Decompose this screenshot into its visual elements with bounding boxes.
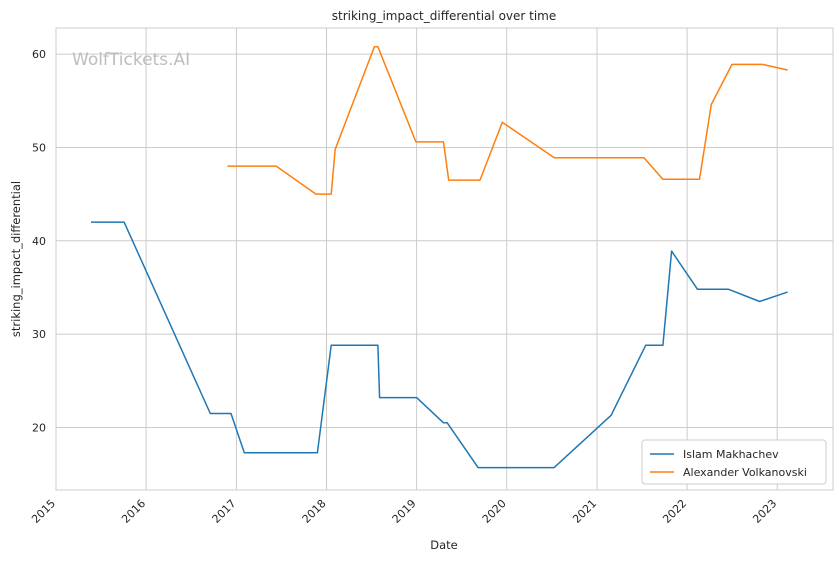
legend: Islam Makhachev Alexander Volkanovski [641, 439, 827, 485]
y-tick-label: 20 [32, 421, 46, 434]
y-axis-label: striking_impact_differential [9, 181, 23, 337]
y-tick-label: 50 [32, 141, 46, 154]
plot-area [55, 27, 834, 491]
legend-box [641, 439, 827, 485]
x-axis-label: Date [430, 538, 458, 552]
series-line-islam-makhachev [91, 221, 788, 469]
watermark: WolfTickets.AI [72, 50, 190, 70]
y-tick-label: 40 [32, 235, 46, 248]
y-tick-label: 30 [32, 328, 46, 341]
series-lines [91, 45, 788, 469]
series-line-alexander-volkanovski [227, 45, 788, 195]
legend-label-islam-makhachev: Islam Makhachev [683, 448, 779, 461]
chart-title: striking_impact_differential over time [332, 9, 557, 23]
y-tick-label: 60 [32, 48, 46, 61]
grid-lines [55, 28, 833, 490]
plot-frame [55, 27, 834, 491]
legend-label-alexander-volkanovski: Alexander Volkanovski [683, 466, 807, 479]
